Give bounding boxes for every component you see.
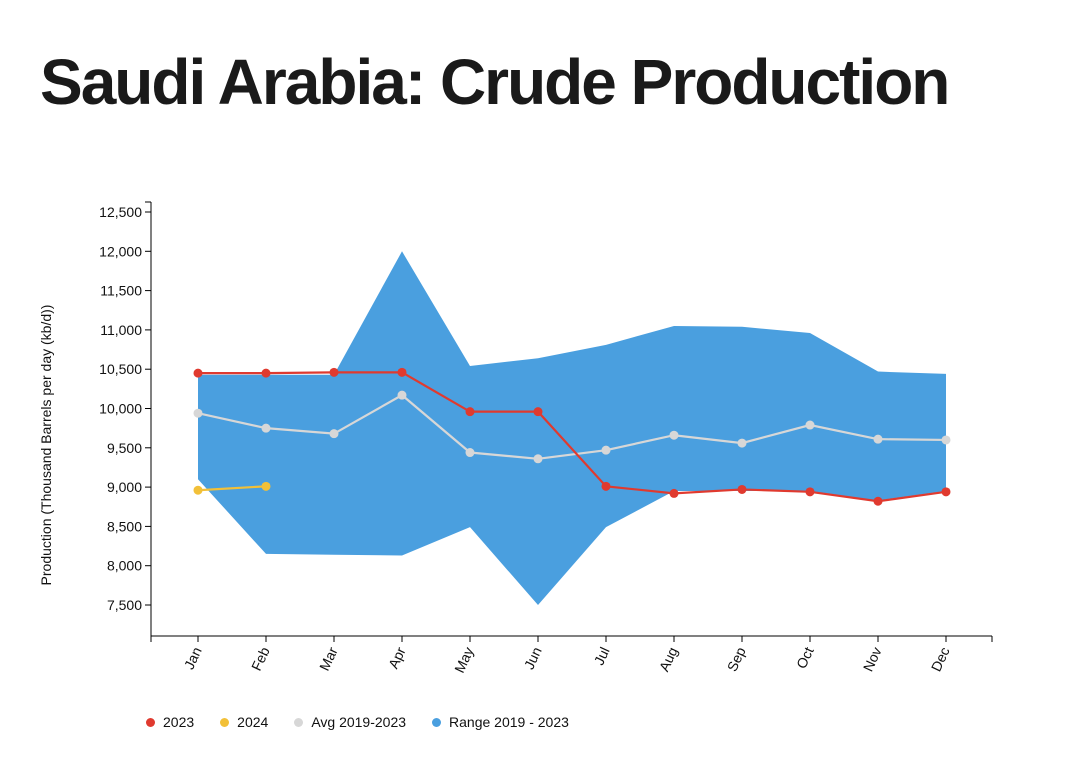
series-point-avg-2019-2023	[533, 454, 543, 464]
y-tick-label: 8,000	[107, 558, 142, 574]
series-line-2023	[198, 371, 947, 503]
y-tick-label: 9,000	[107, 479, 142, 495]
series-point-avg-2019-2023	[873, 434, 883, 444]
legend-label-2024: 2024	[237, 714, 269, 730]
range-band-layer	[198, 251, 946, 606]
y-tick-label: 9,500	[107, 440, 142, 456]
legend-swatch-2023	[146, 717, 155, 727]
legend-label-range: Range 2019 - 2023	[449, 714, 569, 730]
y-tick-label: 8,500	[107, 518, 142, 534]
series-point-avg-2019-2023	[669, 430, 679, 440]
y-tick-label: 11,000	[100, 322, 142, 338]
series-point-avg-2019-2023	[261, 423, 271, 433]
legend-label-avg: Avg 2019-2023	[311, 714, 407, 730]
series-line-2024	[197, 485, 267, 492]
x-tick-label: Nov	[860, 645, 885, 674]
x-tick-label: Dec	[928, 645, 953, 674]
legend-item-range[interactable]: Range 2019 - 2023	[432, 714, 569, 730]
series-point-2024	[193, 485, 203, 495]
series-point-2024	[261, 481, 271, 491]
legend-item-2023[interactable]: 2023	[146, 714, 194, 730]
legend-item-avg[interactable]: Avg 2019-2023	[294, 714, 406, 730]
legend-swatch-avg	[294, 717, 304, 727]
y-tick-label: 12,500	[99, 204, 142, 220]
series-point-avg-2019-2023	[601, 445, 611, 455]
x-tick-label: Mar	[316, 644, 341, 673]
x-tick-label: Oct	[793, 644, 817, 671]
series-point-2023	[465, 407, 475, 417]
series-point-avg-2019-2023	[737, 438, 747, 448]
x-tick-label: Sep	[724, 644, 749, 674]
x-tick-label: Jan	[181, 645, 205, 672]
series-layer	[193, 367, 951, 506]
x-tick-label: Aug	[656, 645, 681, 674]
series-point-2023	[533, 407, 543, 417]
series-point-avg-2019-2023	[941, 435, 951, 445]
series-point-2023	[737, 484, 747, 494]
series-point-avg-2019-2023	[465, 448, 475, 458]
x-tick-label: Feb	[248, 644, 273, 673]
series-line-avg-2019-2023	[197, 393, 947, 460]
legend: 2023 2024 Avg 2019-2023 Range 2019 - 202…	[146, 714, 595, 730]
series-point-avg-2019-2023	[329, 429, 339, 439]
x-tick-label: Jun	[521, 645, 545, 672]
legend-swatch-2024	[220, 717, 230, 727]
series-point-avg-2019-2023	[397, 390, 407, 400]
x-tick-label: May	[451, 645, 477, 676]
series-point-2023	[193, 368, 203, 378]
legend-item-2024[interactable]: 2024	[220, 714, 268, 730]
range-band	[198, 251, 946, 606]
legend-label-2023: 2023	[163, 714, 195, 730]
series-point-2023	[805, 487, 815, 497]
x-tick-label: Apr	[385, 644, 409, 671]
x-tick-label: Jul	[591, 645, 613, 668]
y-tick-label: 12,000	[99, 243, 142, 259]
y-axis-title: Production (Thousand Barrels per day (kb…	[38, 305, 54, 586]
series-point-2023	[601, 481, 611, 491]
series-point-avg-2019-2023	[805, 420, 815, 430]
y-tick-label: 7,500	[107, 597, 142, 613]
series-point-avg-2019-2023	[193, 408, 203, 418]
y-tick-label: 10,000	[99, 401, 142, 417]
series-point-2023	[397, 367, 407, 377]
series-point-2023	[329, 367, 339, 377]
chart-title: Saudi Arabia: Crude Production	[40, 46, 950, 118]
series-point-2023	[261, 368, 271, 378]
legend-swatch-range	[432, 717, 442, 727]
y-tick-label: 10,500	[99, 361, 142, 377]
series-point-2023	[669, 488, 679, 498]
series-point-2023	[941, 487, 951, 497]
y-tick-label: 11,500	[100, 283, 142, 299]
series-point-2023	[873, 496, 883, 506]
